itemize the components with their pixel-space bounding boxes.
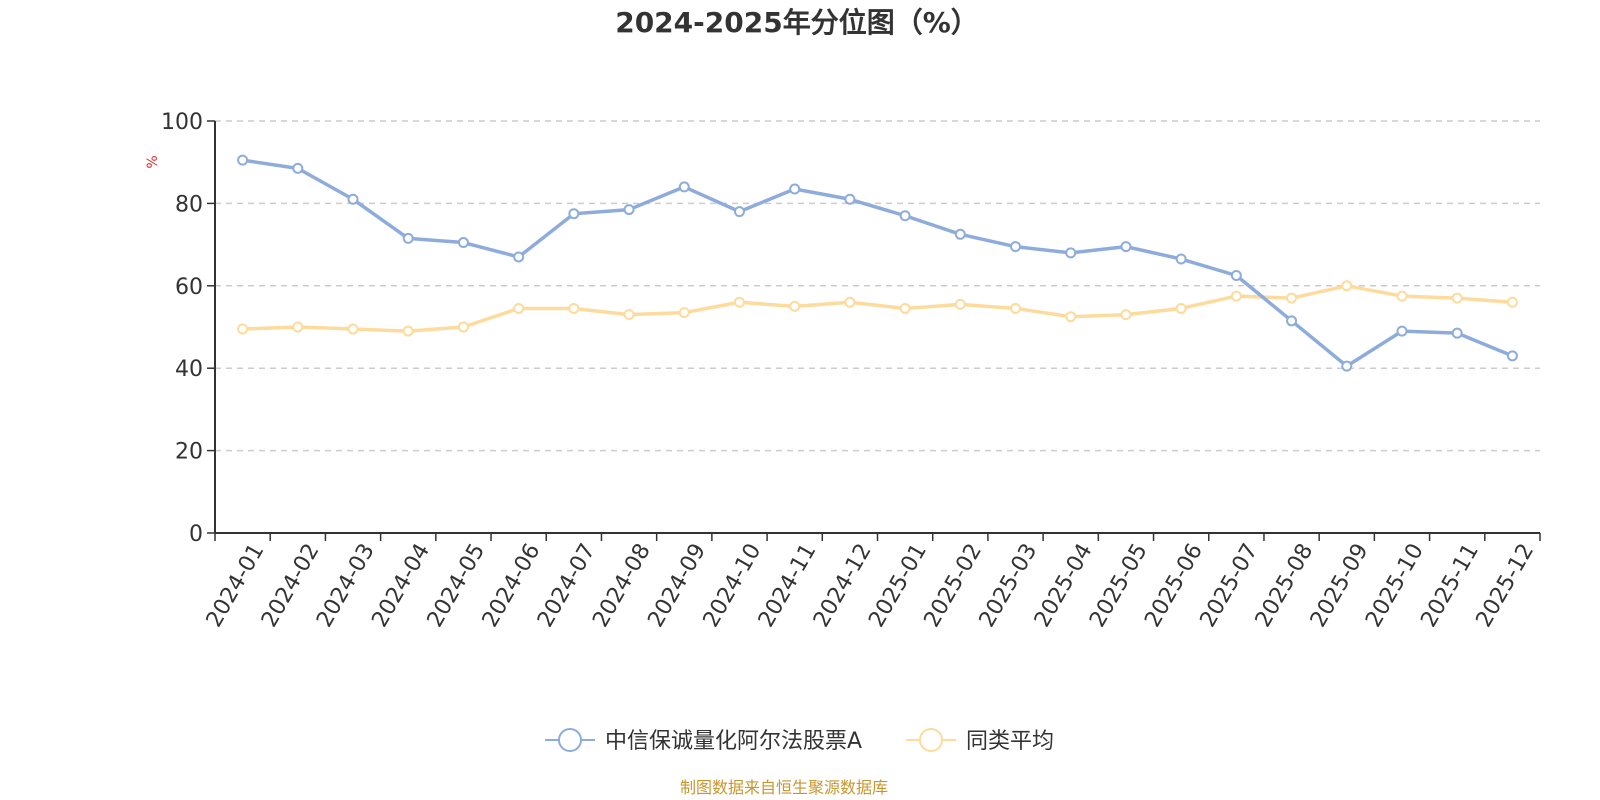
data-point[interactable] xyxy=(899,210,911,222)
data-point[interactable] xyxy=(1341,360,1353,372)
data-point[interactable] xyxy=(1286,292,1298,304)
data-point[interactable] xyxy=(1451,292,1463,304)
data-point[interactable] xyxy=(237,323,249,335)
series-line xyxy=(240,284,1515,333)
data-point[interactable] xyxy=(568,302,580,314)
series-group xyxy=(237,154,1518,372)
data-point[interactable] xyxy=(1120,309,1132,321)
data-point[interactable] xyxy=(513,251,525,263)
legend-label: 中信保诚量化阿尔法股票A xyxy=(605,729,862,754)
legend-marker xyxy=(919,728,943,752)
data-point[interactable] xyxy=(1451,327,1463,339)
data-point[interactable] xyxy=(1065,247,1077,259)
data-point[interactable] xyxy=(402,325,414,337)
legend-item-0[interactable]: 中信保诚量化阿尔法股票A xyxy=(545,728,862,754)
data-point[interactable] xyxy=(347,193,359,205)
data-point[interactable] xyxy=(789,300,801,312)
legend: 中信保诚量化阿尔法股票A 同类平均 xyxy=(545,728,1054,754)
data-point[interactable] xyxy=(623,204,635,216)
y-tick-label: 60 xyxy=(175,275,203,300)
data-point[interactable] xyxy=(954,228,966,240)
data-point[interactable] xyxy=(1010,241,1022,253)
y-tick-label: 80 xyxy=(175,192,203,217)
axes xyxy=(214,121,1540,534)
data-point[interactable] xyxy=(237,154,249,166)
chart-title: 2024-2025年分位图（%） xyxy=(615,6,979,39)
data-point[interactable] xyxy=(789,183,801,195)
data-point[interactable] xyxy=(1065,311,1077,323)
data-point[interactable] xyxy=(1175,253,1187,265)
data-point[interactable] xyxy=(899,302,911,314)
series-1 xyxy=(237,280,1518,337)
data-point[interactable] xyxy=(1175,302,1187,314)
legend-marker xyxy=(558,728,582,752)
series-0 xyxy=(237,154,1518,372)
grid-lines xyxy=(215,120,1540,452)
data-point[interactable] xyxy=(733,206,745,218)
y-axis-unit: % xyxy=(145,155,161,168)
y-axis-ticks: 0 20 40 60 80 100 xyxy=(161,110,215,547)
data-point[interactable] xyxy=(1120,241,1132,253)
data-point[interactable] xyxy=(457,237,469,249)
data-point[interactable] xyxy=(568,208,580,220)
data-point[interactable] xyxy=(678,307,690,319)
data-point[interactable] xyxy=(954,298,966,310)
data-point[interactable] xyxy=(1506,296,1518,308)
data-point[interactable] xyxy=(733,296,745,308)
data-point[interactable] xyxy=(844,296,856,308)
legend-item-1[interactable]: 同类平均 xyxy=(906,728,1054,754)
data-point[interactable] xyxy=(513,302,525,314)
data-point[interactable] xyxy=(457,321,469,333)
data-point[interactable] xyxy=(1286,315,1298,327)
data-point[interactable] xyxy=(623,309,635,321)
data-point[interactable] xyxy=(844,193,856,205)
y-tick-label: 100 xyxy=(161,110,203,135)
y-tick-label: 20 xyxy=(175,440,203,465)
data-point[interactable] xyxy=(347,323,359,335)
data-point[interactable] xyxy=(1230,270,1242,281)
data-point[interactable] xyxy=(292,162,304,174)
y-tick-label: 0 xyxy=(189,522,203,547)
data-point[interactable] xyxy=(1396,290,1408,302)
data-point[interactable] xyxy=(402,232,414,244)
data-point[interactable] xyxy=(1506,350,1518,362)
data-point[interactable] xyxy=(292,321,304,333)
y-tick-label: 40 xyxy=(175,357,203,382)
data-point[interactable] xyxy=(1010,302,1022,314)
source-note: 制图数据来自恒生聚源数据库 xyxy=(680,778,888,797)
legend-label: 同类平均 xyxy=(966,729,1054,754)
data-point[interactable] xyxy=(1396,325,1408,337)
series-line xyxy=(240,158,1515,368)
x-axis-ticks: 2024-012024-022024-032024-042024-052024-… xyxy=(202,533,1541,632)
data-point[interactable] xyxy=(678,181,690,193)
data-point[interactable] xyxy=(1341,280,1353,292)
data-point[interactable] xyxy=(1230,290,1242,302)
